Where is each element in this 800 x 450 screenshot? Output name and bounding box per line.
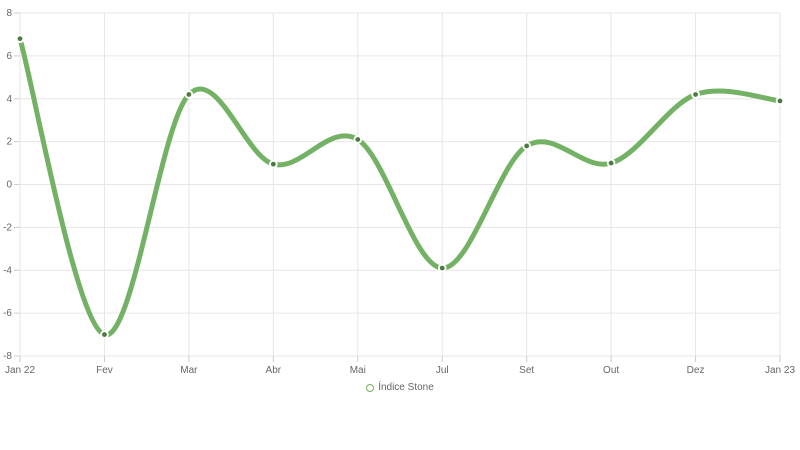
x-axis-label: Mai bbox=[350, 365, 366, 376]
x-axis-label: Jul bbox=[436, 365, 449, 376]
y-axis-label: -2 bbox=[3, 222, 12, 233]
chart-canvas: 8 6 4 2 0 -2 -4 -6 -8 Jan 22 Fev Mar Abr Mai Jul Set Out… bbox=[3, 8, 795, 376]
y-axis-label: 2 bbox=[6, 137, 12, 148]
data-point-marker bbox=[777, 98, 783, 104]
data-point-marker bbox=[608, 160, 614, 166]
legend-label: Índice Stone bbox=[378, 382, 434, 393]
x-axis-label: Fev bbox=[96, 365, 113, 376]
x-axis-label: Jan 23 bbox=[765, 365, 795, 376]
data-point-marker bbox=[524, 143, 530, 149]
series-line bbox=[17, 36, 783, 338]
y-axis-label: -6 bbox=[3, 308, 12, 319]
legend-marker-icon bbox=[366, 384, 375, 392]
y-axis-label: 8 bbox=[6, 8, 12, 19]
x-axis-label: Mar bbox=[180, 365, 198, 376]
x-axis-label: Out bbox=[603, 365, 619, 376]
x-axis-label: Dez bbox=[687, 365, 705, 376]
data-point-marker bbox=[355, 137, 361, 142]
y-axis-label: 6 bbox=[6, 51, 12, 62]
x-axis-label: Abr bbox=[266, 365, 282, 376]
data-point-marker bbox=[186, 92, 192, 97]
y-axis-label: 0 bbox=[6, 180, 12, 191]
y-axis-label: -4 bbox=[3, 265, 12, 276]
x-axis-label: Jan 22 bbox=[5, 365, 35, 376]
legend-item[interactable]: Índice Stone bbox=[0, 382, 800, 394]
data-point-marker bbox=[17, 36, 23, 42]
x-axis-label: Set bbox=[519, 365, 534, 376]
data-point-marker bbox=[439, 265, 445, 271]
y-axis-label: -8 bbox=[3, 351, 12, 362]
data-point-marker bbox=[693, 92, 698, 97]
data-point-marker bbox=[270, 161, 276, 167]
data-point-marker bbox=[102, 332, 107, 337]
y-axis-label: 4 bbox=[6, 94, 12, 105]
